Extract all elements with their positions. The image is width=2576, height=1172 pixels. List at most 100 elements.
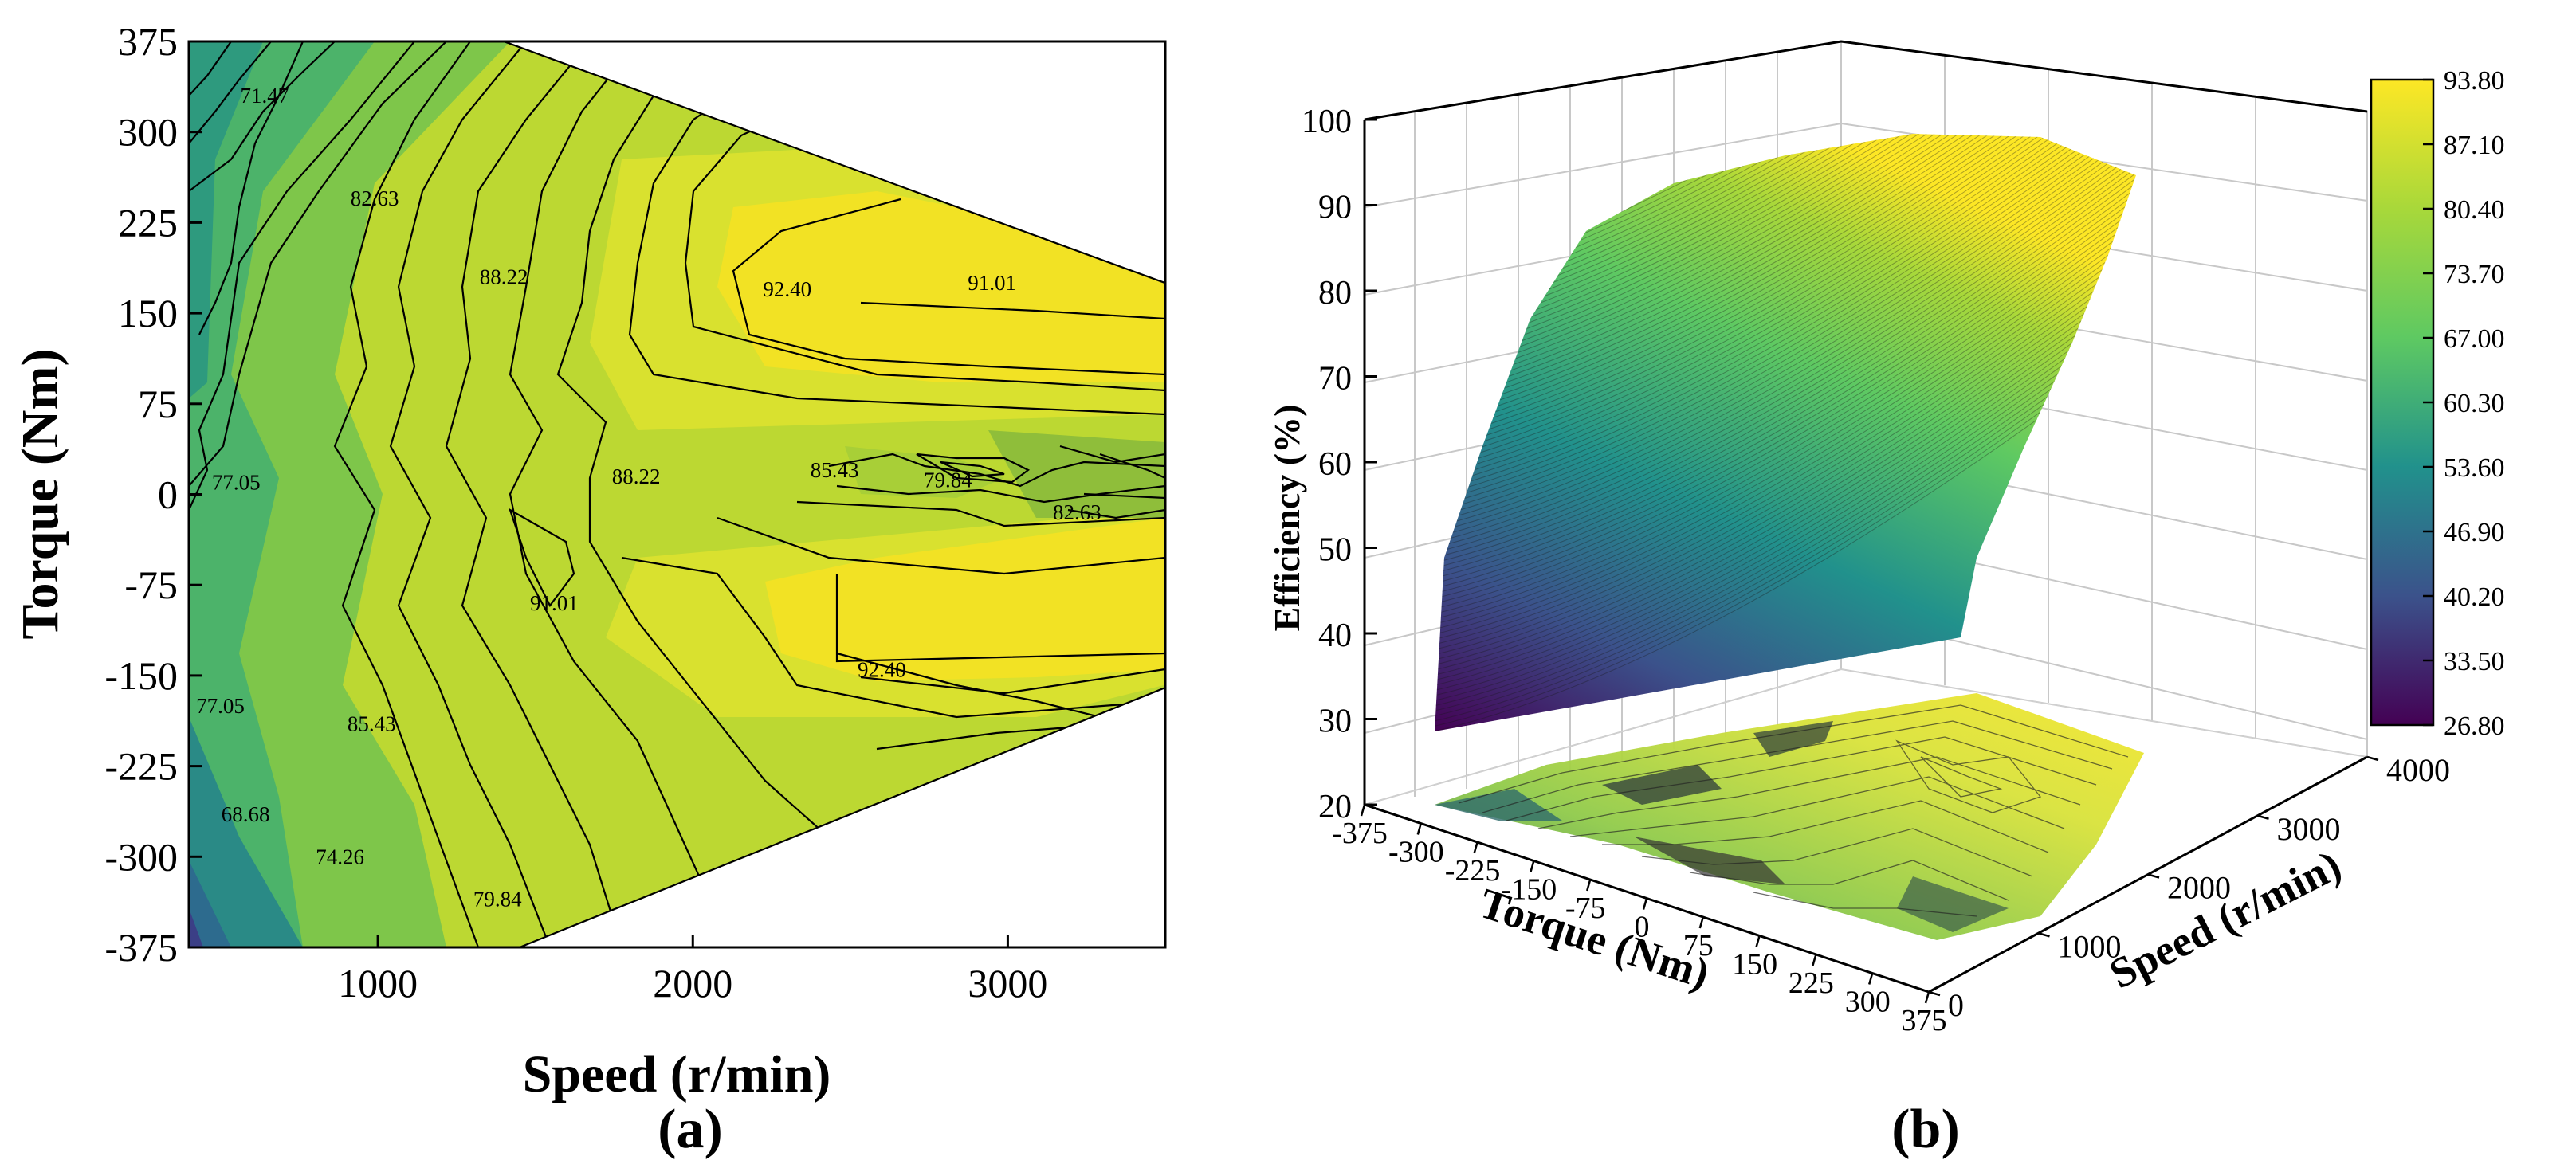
region-boundary-top	[503, 41, 1165, 284]
y-axis-title-a: Torque (Nm)	[11, 349, 69, 640]
y-tick-label-a: 0	[158, 472, 178, 517]
torque-tick-label: 0	[1635, 911, 1650, 944]
axis-ticks-a	[189, 40, 1009, 949]
surface-mesh-line	[1435, 308, 2136, 708]
contour-label: 74.26	[316, 845, 364, 868]
surface-mesh-line	[1435, 134, 2136, 474]
surface-mesh-line	[1435, 304, 2136, 704]
surface-mesh-line	[1427, 0, 2152, 126]
surface-mesh-line	[1435, 227, 2136, 627]
torque-tick-label: -375	[1332, 817, 1388, 850]
colorbar-ticks: 93.80 87.10 80.40 73.70 67.00 60.30 53.60 46.90…	[2423, 66, 2505, 741]
z-axis-ticks: 20 30 40 50 60 70 80 90 100	[1302, 104, 1377, 825]
surface-mesh-line	[1435, 253, 2136, 653]
surface-mesh-line	[1435, 283, 2136, 683]
torque-tick-label: 75	[1683, 929, 1714, 962]
colorbar-tick-label: 87.10	[2444, 131, 2505, 160]
colorbar-tick-label: 73.70	[2444, 260, 2505, 289]
surface-mesh-line	[1435, 134, 2136, 147]
surface-mesh-line	[1435, 134, 2136, 163]
z-tick-label: 90	[1318, 190, 1352, 226]
y-tick-label-a: 75	[138, 382, 178, 426]
x-tick-label-a: 2000	[653, 961, 732, 1005]
colorbar-tick-label: 67.00	[2444, 324, 2505, 354]
colorbar-tick-label: 93.80	[2444, 66, 2505, 96]
surface-mesh-line	[1435, 161, 2136, 560]
surface-mesh-line	[1435, 134, 2136, 413]
speed-tick	[2147, 873, 2160, 879]
surface-mesh-line	[1435, 134, 2136, 433]
torque-tick-label: -150	[1502, 873, 1557, 907]
surface-mesh-line	[1435, 151, 2136, 551]
surface-mesh-line	[1435, 329, 2136, 729]
speed-tick	[2038, 932, 2050, 938]
colorbar: 93.80 87.10 80.40 73.70 67.00 60.30 53.60 46.90…	[2370, 66, 2505, 741]
surface-mesh-line	[1435, 134, 2136, 515]
z-axis-title-b: Efficiency (%)	[1266, 405, 1307, 632]
surface-mesh-line	[1435, 288, 2136, 688]
surface-mesh-line	[1435, 134, 2136, 468]
surface-mesh-line	[1435, 134, 2136, 143]
x-axis-title-a: Speed (r/min)	[523, 1045, 831, 1103]
speed-tick	[2366, 755, 2379, 762]
y-tick-label-a: -375	[104, 925, 178, 970]
surface-mesh-line	[1435, 191, 2136, 591]
surface-mesh-line	[1435, 314, 2136, 713]
surface-mesh-line	[1435, 134, 2136, 489]
y-tick-label-a: -150	[104, 653, 178, 698]
contour-label: 79.84	[473, 887, 522, 911]
y-tick-label-a: -300	[104, 834, 178, 879]
z-tick-label: 60	[1318, 446, 1352, 483]
surface-mesh-line	[1435, 134, 2136, 392]
surface-mesh-line	[1435, 176, 2136, 576]
surface-mesh-line	[1435, 134, 2136, 509]
y-tick-label-a: -225	[104, 744, 178, 789]
torque-tick	[1812, 954, 1817, 966]
z-tick-label: 20	[1318, 789, 1352, 825]
x-tick-label-a: 3000	[968, 961, 1047, 1005]
torque-tick-label: 300	[1845, 986, 1891, 1019]
torque-tick	[1530, 860, 1535, 872]
surface-mesh-line	[1435, 319, 2136, 719]
z-tick-label: 80	[1318, 275, 1352, 312]
surface-mesh-line	[1435, 217, 2136, 617]
torque-axis-ticks: -375-300-225-150-75 0 75 150 225 300 375	[1332, 804, 1947, 1037]
torque-tick-label: -75	[1565, 892, 1606, 925]
speed-tick	[1928, 990, 1941, 997]
torque-tick	[1642, 898, 1648, 910]
region-boundary-bottom	[519, 687, 1165, 947]
torque-tick-label: -225	[1445, 854, 1501, 888]
panel-label-b: (b)	[1891, 1099, 1960, 1160]
surface-mesh-line	[1435, 134, 2136, 423]
surface-mesh-line	[1435, 202, 2136, 602]
y-tick-label-a: 300	[118, 110, 178, 155]
surface-mesh-line	[1435, 134, 2136, 152]
speed-tick-label: 1000	[2058, 928, 2122, 964]
surface-mesh-line	[1435, 212, 2136, 611]
surface-mesh-line	[1435, 181, 2136, 581]
torque-tick-label: -300	[1388, 836, 1444, 869]
surface-mesh-line	[1435, 134, 2136, 530]
surface-mesh-line	[1435, 237, 2136, 637]
contour-plot-panel-a: 1000 2000 3000 375 300 225 150 75 0 -75 -150 -225 -3…	[11, 19, 1167, 1160]
surface-mesh-line	[1435, 134, 2136, 494]
surface-mesh-line	[1435, 272, 2136, 672]
surface-mesh-line	[1427, 0, 2152, 131]
torque-tick	[1755, 935, 1761, 947]
surface-mesh-line	[1435, 134, 2136, 402]
surface-mesh-line	[1435, 140, 2136, 540]
speed-tick	[2257, 814, 2269, 820]
speed-tick-label: 0	[1948, 987, 1964, 1023]
contour-label: 82.63	[1053, 500, 1101, 524]
z-tick-label: 40	[1318, 617, 1352, 654]
surface-mesh-line	[1435, 134, 2136, 519]
torque-tick-label: 375	[1902, 1004, 1947, 1037]
colorbar-tick-label: 26.80	[2444, 711, 2505, 741]
colorbar-tick-label: 53.60	[2444, 453, 2505, 483]
surface-mesh-line	[1435, 135, 2136, 535]
torque-tick	[1698, 916, 1705, 929]
surface-mesh-line	[1435, 206, 2136, 606]
speed-tick-label: 2000	[2167, 870, 2231, 906]
surface-mesh-line	[1435, 134, 2136, 484]
contour-labels: 71.47 82.63 88.22 92.40 91.01 77.05 88.22 85.43…	[196, 84, 1101, 911]
